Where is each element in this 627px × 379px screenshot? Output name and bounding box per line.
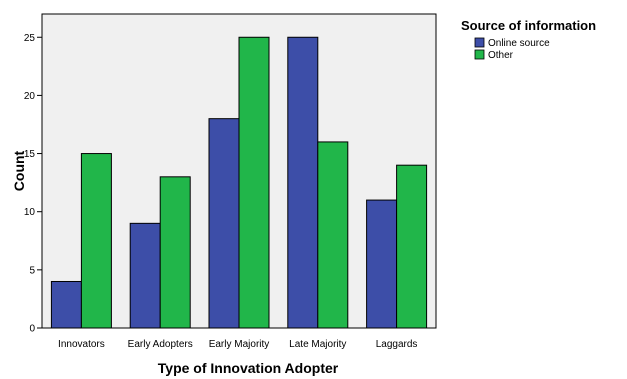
bar-online-source-late-majority: [287, 36, 319, 329]
y-tick-label-20: 20: [24, 91, 36, 102]
y-tick-label-10: 10: [24, 207, 36, 218]
x-tick-label-early-majority: Early Majority: [209, 339, 270, 350]
x-tick-label-late-majority: Late Majority: [289, 339, 346, 350]
bar-online-source-laggards: [366, 199, 398, 329]
x-tick-label-laggards: Laggards: [376, 339, 418, 350]
ticks-layer: Innovators Early Adopters Early Majority La…: [24, 33, 418, 350]
y-axis-title: Count: [11, 150, 27, 191]
bar-online-source-early-adopters: [129, 222, 161, 329]
x-axis-title: Type of Innovation Adopter: [158, 360, 339, 376]
bar-other-innovators: [80, 153, 112, 329]
bar-other-laggards: [396, 164, 428, 329]
y-tick-label-15: 15: [24, 149, 36, 160]
y-tick-label-5: 5: [29, 265, 35, 276]
bar-other-late-majority: [317, 141, 349, 329]
x-tick-label-early-adopters: Early Adopters: [128, 339, 193, 350]
bar-other-early-majority: [238, 36, 270, 329]
bar-other-early-adopters: [159, 176, 191, 329]
x-tick-label-innovators: Innovators: [58, 339, 105, 350]
legend-swatch-online-source: [474, 37, 485, 48]
y-tick-label-0: 0: [29, 324, 35, 335]
legend-label-other: Other: [488, 50, 514, 61]
y-tick-label-25: 25: [24, 33, 36, 44]
bar-online-source-innovators: [50, 280, 82, 329]
bar-online-source-early-majority: [208, 118, 240, 329]
legend-swatch-other: [474, 49, 485, 60]
legend-title: Source of information: [461, 18, 596, 33]
legend-label-online-source: Online source: [488, 38, 550, 49]
bars-layer: [50, 36, 428, 329]
